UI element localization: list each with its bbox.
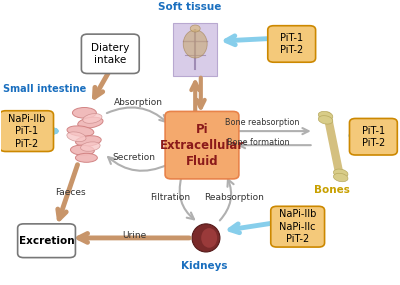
Text: Urine: Urine: [122, 231, 146, 240]
Text: Diatery
intake: Diatery intake: [91, 42, 130, 65]
FancyBboxPatch shape: [18, 224, 76, 258]
Text: Kidneys: Kidneys: [181, 261, 227, 271]
Ellipse shape: [190, 25, 200, 32]
Ellipse shape: [334, 169, 348, 178]
Text: Reabsorption: Reabsorption: [204, 193, 264, 202]
Ellipse shape: [67, 126, 94, 136]
Ellipse shape: [334, 173, 348, 182]
Text: Soft tissue: Soft tissue: [158, 2, 222, 12]
Ellipse shape: [78, 117, 103, 128]
Text: PiT-1
PiT-2: PiT-1 PiT-2: [362, 125, 385, 148]
Text: Faeces: Faeces: [55, 188, 86, 198]
FancyBboxPatch shape: [271, 206, 324, 247]
FancyBboxPatch shape: [165, 111, 239, 179]
FancyBboxPatch shape: [173, 23, 217, 76]
FancyBboxPatch shape: [82, 34, 139, 74]
Ellipse shape: [76, 153, 97, 162]
Ellipse shape: [76, 136, 101, 146]
Ellipse shape: [192, 224, 220, 252]
Ellipse shape: [183, 30, 207, 58]
Text: Absorption: Absorption: [114, 99, 163, 107]
Text: NaPi-IIb
PiT-1
PiT-2: NaPi-IIb PiT-1 PiT-2: [8, 114, 45, 148]
Text: PiT-1
PiT-2: PiT-1 PiT-2: [280, 33, 303, 55]
Text: Bone reabsorption: Bone reabsorption: [224, 118, 299, 127]
FancyBboxPatch shape: [268, 26, 316, 62]
Ellipse shape: [83, 114, 102, 123]
Text: Bones: Bones: [314, 185, 350, 195]
Ellipse shape: [318, 116, 333, 124]
Ellipse shape: [67, 132, 86, 142]
Text: Excretion: Excretion: [19, 236, 74, 246]
Text: Pi
Extracellular
Fluid: Pi Extracellular Fluid: [160, 123, 244, 168]
Ellipse shape: [318, 111, 333, 120]
Text: Bone formation: Bone formation: [226, 138, 289, 147]
FancyBboxPatch shape: [0, 111, 54, 152]
Text: Secretion: Secretion: [113, 153, 156, 162]
Ellipse shape: [70, 145, 94, 155]
Text: NaPi-IIb
NaPi-IIc
PiT-2: NaPi-IIb NaPi-IIc PiT-2: [279, 209, 316, 244]
FancyBboxPatch shape: [350, 119, 397, 155]
Ellipse shape: [201, 228, 217, 248]
Ellipse shape: [81, 142, 100, 151]
Ellipse shape: [72, 107, 96, 118]
Text: Small intestine: Small intestine: [3, 84, 86, 94]
Text: Filtration: Filtration: [150, 193, 190, 202]
